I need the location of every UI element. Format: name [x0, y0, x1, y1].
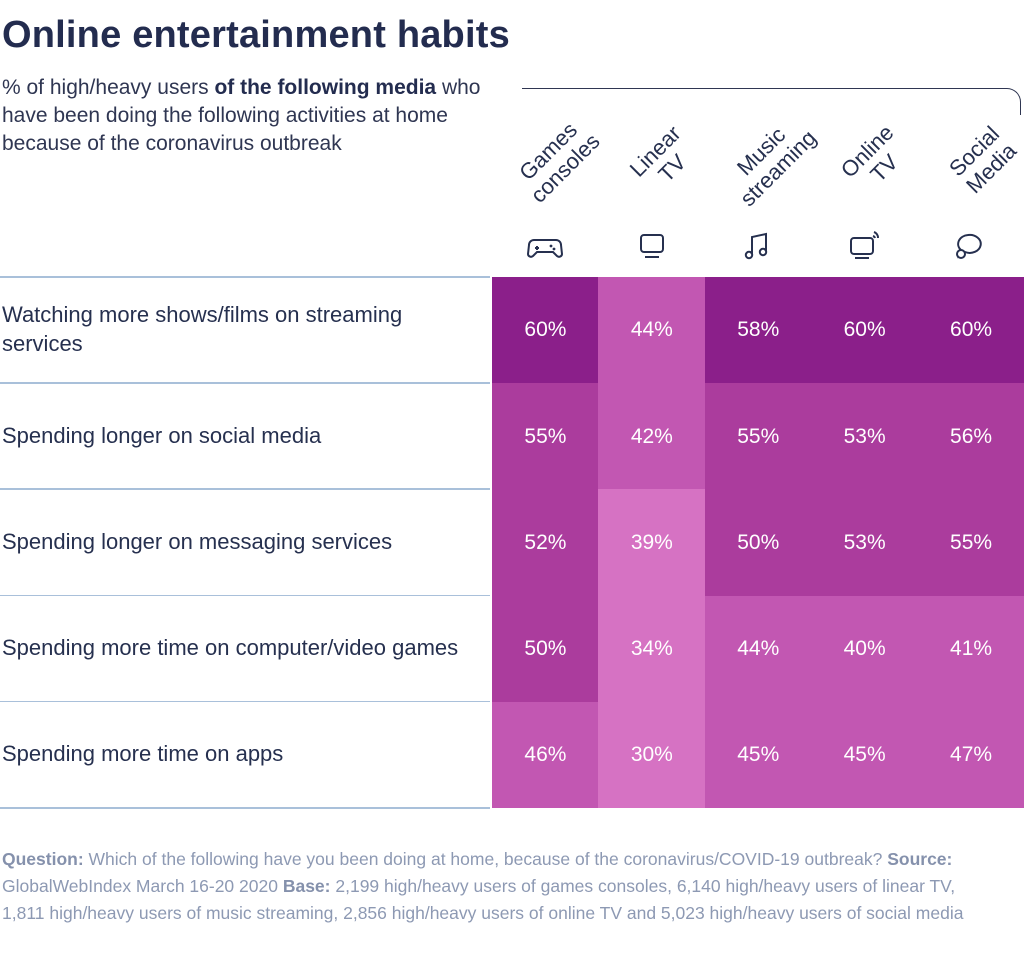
heatmap-cell: 55% [492, 383, 599, 490]
question-text: Which of the following have you been doi… [83, 849, 888, 869]
heatmap-cell: 60% [811, 277, 919, 384]
heatmap-cell: 60% [917, 277, 1024, 384]
row-label-3: Spending longer on messaging services [2, 528, 393, 554]
base-label: Base: [282, 876, 331, 896]
row-divider [0, 594, 490, 597]
speech-bubble-icon [951, 228, 991, 264]
heatmap-cell: 60% [492, 277, 599, 384]
heatmap-cell: 50% [492, 595, 599, 703]
heatmap-cell: 34% [598, 595, 706, 703]
base-text: 2,199 high/heavy users of games consoles… [2, 876, 964, 923]
heatmap-cell: 45% [704, 701, 812, 809]
heatmap-cell: 47% [917, 701, 1024, 809]
heatmap-cell: 50% [704, 489, 812, 597]
row-divider [0, 488, 490, 490]
heatmap-cell: 45% [811, 701, 919, 809]
source-label: Source: [887, 849, 953, 869]
heatmap-cell: 44% [598, 277, 706, 384]
subtitle-bold: of the following media [214, 76, 437, 99]
heatmap-cell: 30% [598, 701, 706, 809]
row-label-4: Spending more time on computer/video gam… [2, 635, 459, 661]
row-label-2: Spending longer on social media [2, 422, 322, 448]
row-divider [0, 807, 490, 809]
subtitle-part1: % of high/heavy users [2, 76, 215, 99]
heatmap-cell: 40% [811, 595, 919, 703]
heatmap-cell: 52% [492, 489, 599, 597]
chart-subtitle: % of high/heavy users of the following m… [2, 74, 522, 158]
heatmap-cell: 42% [598, 383, 706, 490]
row-label-1: Watching more shows/films on streaming s… [2, 302, 403, 357]
row-divider [0, 382, 490, 384]
gamepad-icon [525, 228, 565, 264]
question-label: Question: [2, 849, 84, 869]
row-label-5: Spending more time on apps [2, 741, 284, 767]
online-tv-icon [844, 228, 884, 264]
heatmap-cell: 44% [704, 595, 812, 703]
chart-title: Online entertainment habits [2, 14, 510, 56]
heatmap-cell: 41% [917, 595, 1024, 703]
heatmap-cell: 46% [492, 701, 599, 809]
heatmap-cell: 58% [704, 277, 812, 384]
footnote: Question: Which of the following have yo… [2, 846, 1002, 927]
source-text: GlobalWebIndex March 16-20 2020 [2, 876, 283, 896]
header-bracket [522, 88, 1021, 115]
subtitle-part2: who have been doing the following activi… [2, 76, 481, 155]
heatmap-cell: 53% [811, 489, 919, 597]
row-divider [0, 276, 490, 278]
tv-icon [632, 228, 672, 264]
music-note-icon [738, 228, 778, 264]
heatmap-cell: 39% [598, 489, 706, 597]
heatmap-cell: 56% [917, 383, 1024, 490]
heatmap-cell: 53% [811, 383, 919, 490]
heatmap-cell: 55% [917, 489, 1024, 597]
row-divider [0, 700, 490, 703]
heatmap-cell: 55% [704, 383, 812, 490]
